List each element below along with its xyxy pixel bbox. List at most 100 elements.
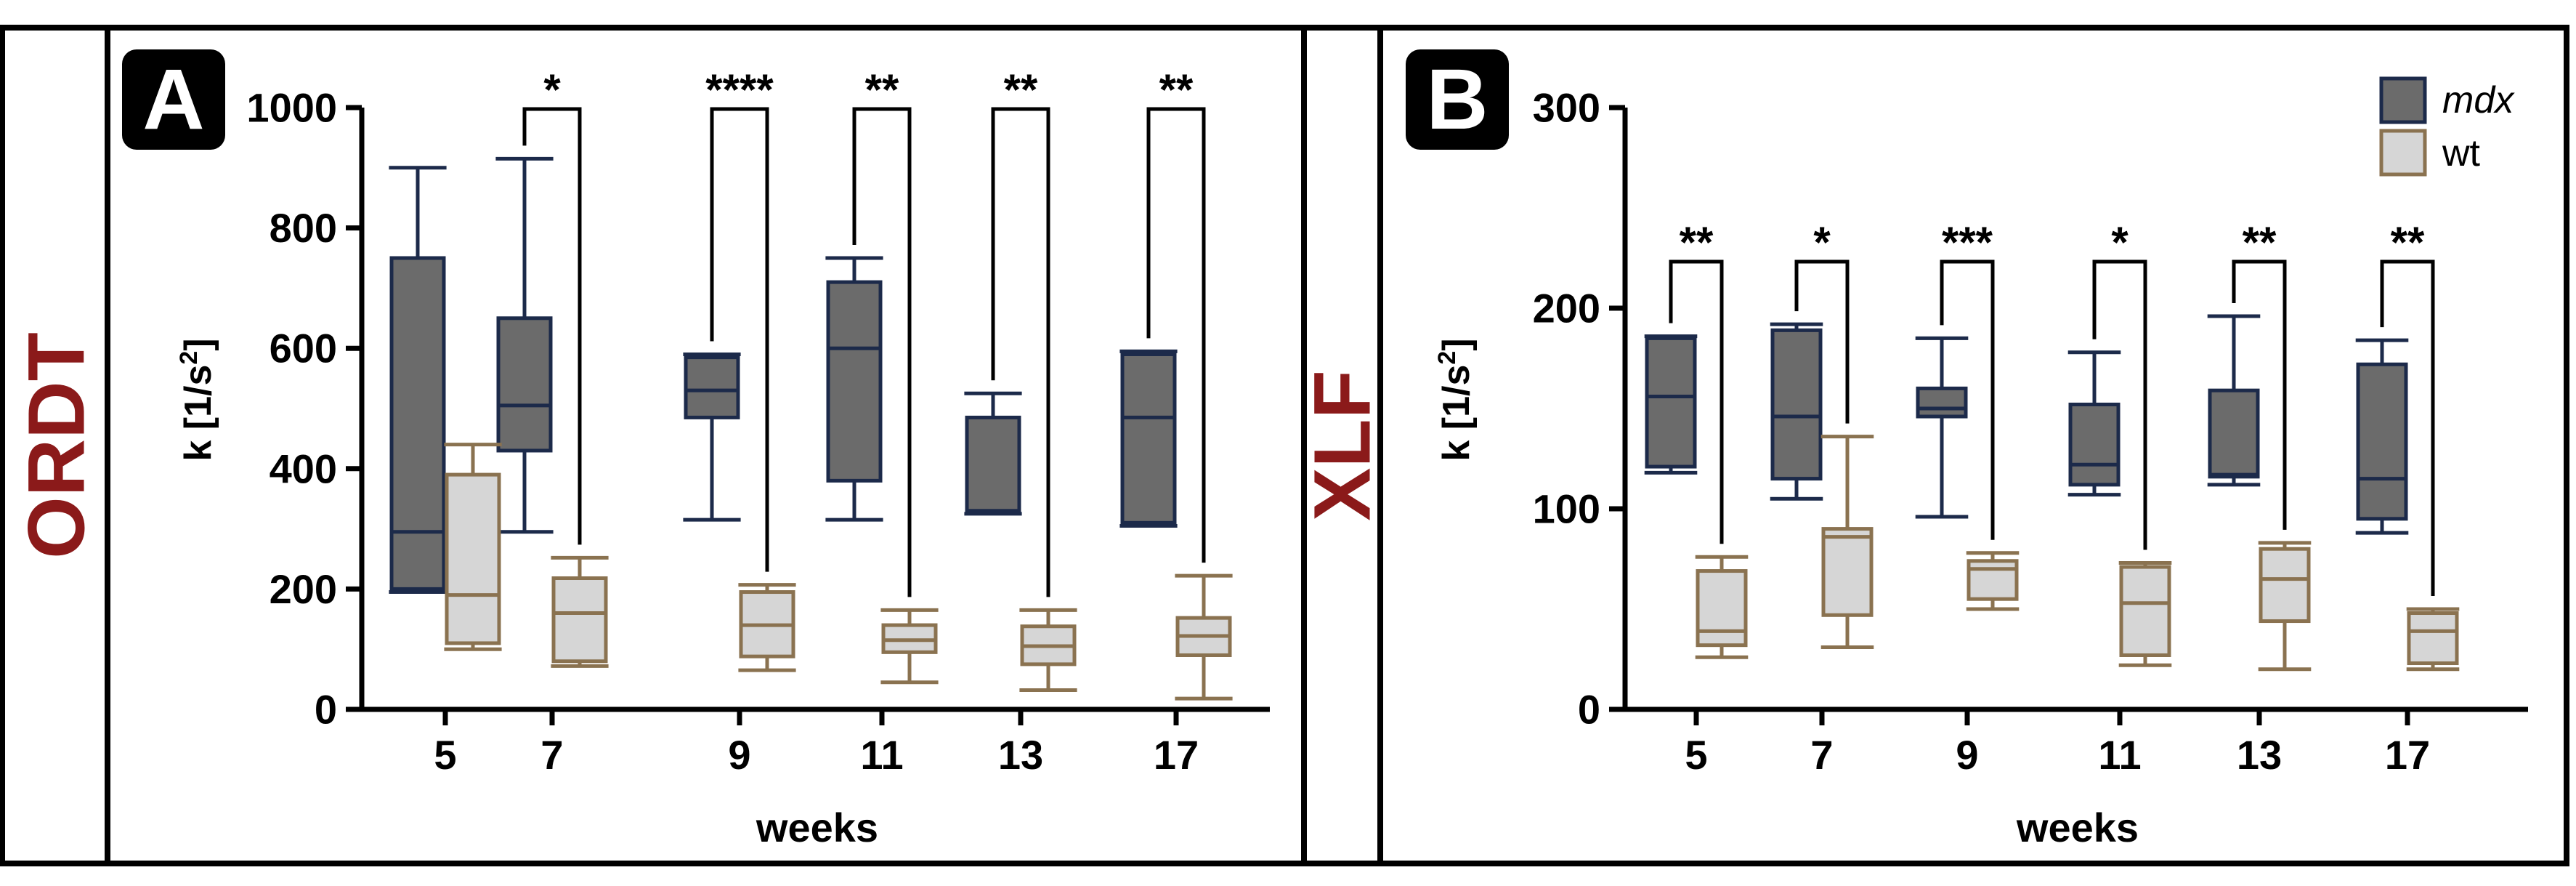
- box-mdx-9: [683, 352, 741, 522]
- y-axis-title-a: k [1/s2]: [175, 338, 219, 461]
- x-tick-label: 11: [860, 732, 903, 778]
- legend: mdx wt: [2379, 76, 2515, 177]
- significance-stars: *: [1813, 218, 1831, 267]
- x-tick-label: 13: [998, 732, 1043, 778]
- y-tick-label: 0: [1578, 687, 1600, 733]
- significance-bracket: *: [1794, 218, 1850, 424]
- outer-frame: [0, 25, 2569, 866]
- box-mdx-5: [1644, 334, 1698, 475]
- box-wt-11: [880, 608, 939, 685]
- bracket-line: [710, 107, 769, 572]
- y-tick-label: 200: [270, 566, 337, 612]
- x-axis-title-a: weeks: [756, 805, 878, 850]
- box-body: [1770, 328, 1823, 481]
- box-body: [2259, 547, 2311, 624]
- box-body: [684, 355, 740, 419]
- y-tick-label: 600: [270, 326, 337, 371]
- box-body: [2068, 402, 2121, 487]
- significance-bracket: **: [852, 65, 912, 597]
- significance-bracket: **: [1669, 218, 1724, 544]
- legend-swatch-mdx: [2379, 76, 2427, 124]
- bracket-line: [1669, 259, 1724, 544]
- box-wt-9: [1966, 551, 2020, 611]
- box-body: [1645, 336, 1697, 469]
- x-axis-title-b: weeks: [2016, 805, 2139, 850]
- significance-bracket: ****: [705, 65, 774, 572]
- box-wt-17: [2406, 607, 2460, 672]
- significance-stars: **: [2243, 218, 2277, 267]
- box-body: [389, 256, 446, 591]
- box-body: [2208, 388, 2260, 479]
- box-wt-5: [444, 443, 502, 651]
- box-mdx-17: [1119, 349, 1178, 528]
- bracket-line: [1794, 259, 1850, 424]
- y-tick-label: 800: [270, 205, 337, 251]
- box-body: [1120, 352, 1177, 525]
- box-body: [496, 316, 553, 453]
- significance-stars: *: [543, 65, 561, 114]
- legend-label-wt: wt: [2442, 132, 2481, 174]
- significance-stars: **: [1004, 65, 1038, 114]
- legend-swatch-wt: [2379, 129, 2427, 177]
- box-body: [826, 280, 883, 483]
- panel-letter-b: B: [1426, 52, 1488, 148]
- box-mdx-7: [1770, 322, 1823, 501]
- y-tick-label: 300: [1533, 85, 1600, 131]
- x-tick-label: 17: [1154, 732, 1199, 778]
- significance-stars: **: [2391, 218, 2425, 267]
- significance-stars: ****: [705, 65, 774, 114]
- significance-bracket: **: [2232, 218, 2287, 530]
- significance-bracket: ***: [1940, 218, 1995, 540]
- box-body: [1696, 569, 1748, 648]
- box-mdx-13: [2207, 314, 2261, 487]
- x-tick-label: 7: [1810, 732, 1833, 778]
- panel-letter-box-a: [122, 49, 225, 150]
- significance-bracket: **: [1146, 65, 1206, 563]
- box-mdx-7: [495, 156, 554, 534]
- box-mdx-11: [2067, 350, 2121, 497]
- legend-label-mdx: mdx: [2442, 79, 2515, 121]
- significance-bracket: *: [522, 65, 582, 545]
- bracket-line: [2232, 259, 2287, 530]
- box-wt-11: [2118, 561, 2172, 667]
- box-body: [445, 472, 501, 645]
- y-tick-label: 100: [1533, 486, 1600, 532]
- significance-bracket: **: [991, 65, 1050, 597]
- box-mdx-5: [389, 166, 447, 595]
- box-body: [1967, 559, 2019, 601]
- box-body: [965, 415, 1021, 514]
- box-wt-7: [551, 555, 609, 668]
- bracket-line: [2380, 259, 2435, 596]
- x-tick-label: 5: [1685, 732, 1707, 778]
- x-tick-label: 11: [2098, 732, 2141, 778]
- x-tick-label: 17: [2385, 732, 2430, 778]
- x-tick-label: 5: [434, 732, 456, 778]
- box-mdx-13: [964, 391, 1022, 516]
- significance-stars: **: [1680, 218, 1714, 267]
- x-tick-label: 13: [2237, 732, 2282, 778]
- significance-stars: **: [865, 65, 899, 114]
- box-body: [1821, 527, 1874, 617]
- panel-letter-box-b: [1406, 49, 1509, 150]
- box-wt-9: [738, 583, 796, 672]
- box-body: [2407, 611, 2459, 666]
- y-tick-label: 0: [315, 687, 337, 733]
- bracket-line: [2092, 259, 2147, 550]
- box-body: [1916, 386, 1968, 419]
- y-axis-title-b: k [1/s2]: [1433, 338, 1478, 461]
- bracket-line: [852, 107, 912, 597]
- y-tick-label: 400: [270, 446, 337, 491]
- box-mdx-11: [825, 256, 883, 522]
- significance-bracket: **: [2380, 218, 2435, 596]
- x-tick-label: 9: [1956, 732, 1978, 778]
- side-label-ordt: ORDT: [12, 332, 102, 559]
- box-body: [2119, 565, 2171, 657]
- significance-stars: ***: [1942, 218, 1993, 267]
- box-mdx-9: [1915, 336, 1969, 519]
- box-wt-5: [1695, 555, 1749, 659]
- box-wt-13: [2258, 541, 2312, 672]
- significance-bracket: *: [2092, 218, 2147, 550]
